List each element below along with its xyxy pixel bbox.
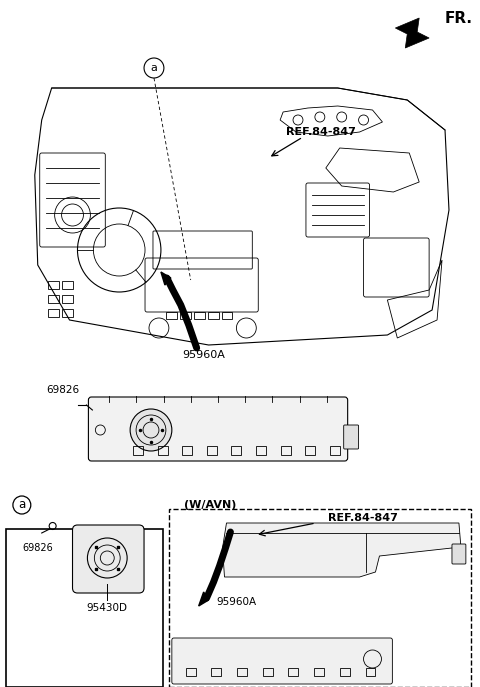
Bar bbox=[340, 668, 350, 676]
Bar bbox=[194, 312, 204, 319]
Bar bbox=[61, 295, 72, 303]
Bar bbox=[207, 446, 217, 455]
Bar bbox=[231, 446, 241, 455]
Bar bbox=[6, 529, 163, 687]
Text: 95960A: 95960A bbox=[182, 350, 225, 360]
FancyBboxPatch shape bbox=[344, 425, 359, 449]
Bar bbox=[133, 446, 143, 455]
Text: a: a bbox=[151, 63, 157, 73]
Bar bbox=[211, 668, 221, 676]
Bar bbox=[366, 668, 375, 676]
Bar bbox=[330, 446, 340, 455]
Text: 95430D: 95430D bbox=[87, 603, 128, 613]
Bar bbox=[48, 281, 59, 289]
Polygon shape bbox=[223, 523, 461, 577]
Bar bbox=[208, 312, 218, 319]
Bar bbox=[281, 446, 290, 455]
Bar bbox=[305, 446, 315, 455]
Text: REF.84-847: REF.84-847 bbox=[328, 513, 397, 523]
Bar bbox=[237, 668, 247, 676]
Text: (W/AVN): (W/AVN) bbox=[184, 500, 236, 510]
Text: 95960A: 95960A bbox=[216, 597, 257, 607]
Bar bbox=[221, 312, 232, 319]
Bar bbox=[166, 312, 177, 319]
Bar bbox=[158, 446, 168, 455]
Text: REF.84-847: REF.84-847 bbox=[286, 127, 356, 137]
Bar bbox=[48, 295, 59, 303]
Text: 69826: 69826 bbox=[46, 385, 79, 395]
Bar bbox=[48, 309, 59, 317]
Bar bbox=[263, 668, 273, 676]
Bar bbox=[61, 281, 72, 289]
Circle shape bbox=[130, 409, 172, 451]
FancyBboxPatch shape bbox=[72, 525, 144, 593]
Polygon shape bbox=[161, 272, 171, 285]
Bar bbox=[186, 668, 196, 676]
Bar bbox=[288, 668, 299, 676]
Bar bbox=[180, 312, 191, 319]
Bar bbox=[61, 309, 72, 317]
Text: 69826: 69826 bbox=[23, 543, 53, 553]
Text: FR.: FR. bbox=[445, 10, 473, 25]
FancyBboxPatch shape bbox=[172, 638, 392, 684]
FancyBboxPatch shape bbox=[88, 397, 348, 461]
Bar bbox=[256, 446, 266, 455]
Text: a: a bbox=[18, 499, 25, 512]
Bar bbox=[182, 446, 192, 455]
FancyBboxPatch shape bbox=[452, 544, 466, 564]
Bar bbox=[169, 509, 471, 687]
Bar bbox=[314, 668, 324, 676]
Polygon shape bbox=[396, 18, 429, 48]
Polygon shape bbox=[199, 592, 209, 606]
